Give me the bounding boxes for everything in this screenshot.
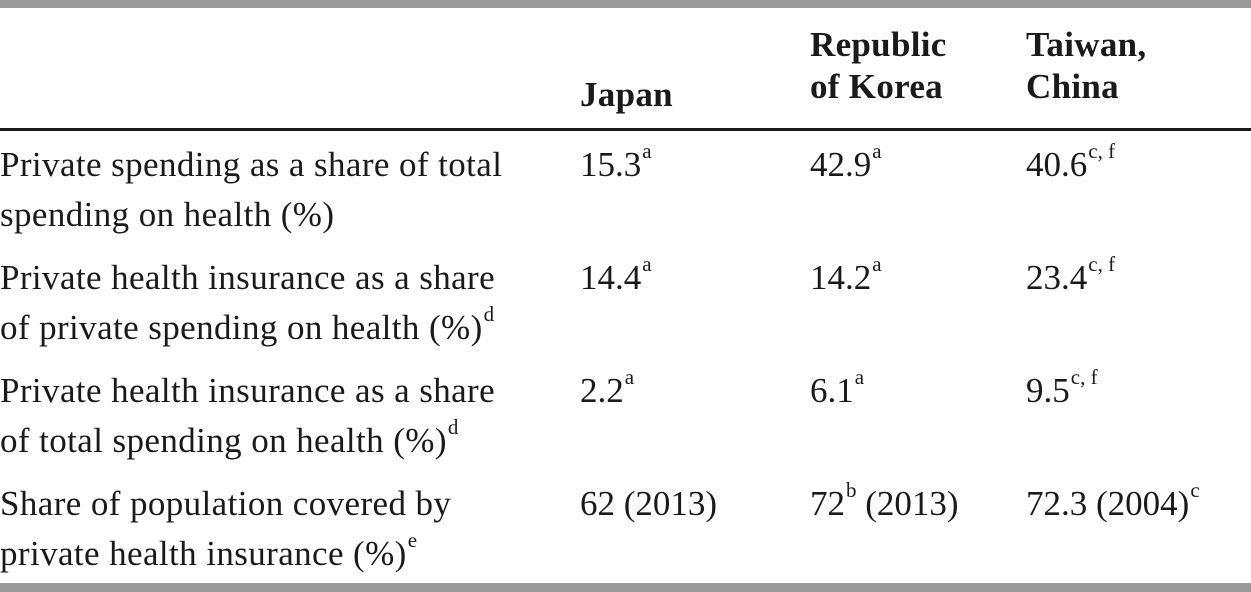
cell-japan: 62 (2013) xyxy=(580,479,718,529)
footnote-marker: e xyxy=(407,528,418,553)
cell-suffix: (2013) xyxy=(856,484,959,523)
column-header-korea: Republic of Korea xyxy=(810,24,947,108)
cell-value: 14.2 xyxy=(810,258,872,297)
row-label-text: spending on health (%) xyxy=(0,195,335,234)
row-label-text: of total spending on health (%) xyxy=(0,421,447,460)
cell-value: 14.4 xyxy=(580,258,642,297)
row-label-line: Private spending as a share of total xyxy=(0,145,503,184)
table-bottom-rule xyxy=(0,583,1251,592)
cell-value: 42.9 xyxy=(810,145,872,184)
footnote-marker: d xyxy=(447,415,459,440)
cell-value: 72 xyxy=(810,484,845,523)
row-label: Private spending as a share of total spe… xyxy=(0,140,560,240)
cell-value: 23.4 xyxy=(1026,258,1088,297)
row-label-line: of private spending on health (%)d xyxy=(0,303,560,353)
row-label-line: spending on health (%) xyxy=(0,190,560,240)
row-label-text: of private spending on health (%) xyxy=(0,308,483,347)
footnote-marker: c xyxy=(1190,478,1200,503)
table-row: Share of population covered by private h… xyxy=(0,479,1251,589)
row-label: Private health insurance as a share of t… xyxy=(0,366,560,466)
cell-value: 6.1 xyxy=(810,371,854,410)
row-label-line: Private health insurance as a share xyxy=(0,371,496,410)
table-row: Private health insurance as a share of t… xyxy=(0,366,1251,476)
row-label-line: of total spending on health (%)d xyxy=(0,416,560,466)
cell-taiwan: 72.3 (2004)c xyxy=(1026,479,1200,529)
footnote-marker: c, f xyxy=(1088,252,1116,277)
cell-value: 15.3 xyxy=(580,145,642,184)
cell-korea: 72b (2013) xyxy=(810,479,959,529)
footnote-marker: c, f xyxy=(1088,139,1116,164)
cell-japan: 14.4a xyxy=(580,253,652,303)
footnote-marker: d xyxy=(483,302,495,327)
cell-korea: 42.9a xyxy=(810,140,882,190)
table-row: Private spending as a share of total spe… xyxy=(0,140,1251,250)
footnote-marker: a xyxy=(872,252,882,277)
cell-taiwan: 40.6c, f xyxy=(1026,140,1115,190)
column-header-taiwan: Taiwan, China xyxy=(1026,24,1146,108)
header-line: Taiwan, xyxy=(1026,25,1147,64)
row-label: Share of population covered by private h… xyxy=(0,479,560,579)
footnote-marker: a xyxy=(854,365,865,390)
row-label-line: Share of population covered by xyxy=(0,484,452,523)
cell-value: 62 (2013) xyxy=(580,484,718,523)
table-row: Private health insurance as a share of p… xyxy=(0,253,1251,363)
header-line: Japan xyxy=(580,75,673,114)
header-line: of Korea xyxy=(810,67,943,106)
cell-value: 40.6 xyxy=(1026,145,1088,184)
cell-value: 9.5 xyxy=(1026,371,1070,410)
cell-japan: 2.2a xyxy=(580,366,634,416)
footnote-marker: a xyxy=(642,139,652,164)
cell-korea: 6.1a xyxy=(810,366,864,416)
row-label-line: Private health insurance as a share xyxy=(0,258,496,297)
footnote-marker: c, f xyxy=(1070,365,1098,390)
table-top-rule xyxy=(0,0,1251,8)
footnote-marker: b xyxy=(846,478,857,503)
cell-japan: 15.3a xyxy=(580,140,652,190)
cell-value: 2.2 xyxy=(580,371,624,410)
footnote-marker: a xyxy=(624,365,635,390)
cell-value: 72.3 (2004) xyxy=(1026,484,1190,523)
row-label-text: private health insurance (%) xyxy=(0,534,407,573)
column-header-japan: Japan xyxy=(580,74,673,116)
footnote-marker: a xyxy=(872,139,882,164)
row-label: Private health insurance as a share of p… xyxy=(0,253,560,353)
header-line: China xyxy=(1026,67,1119,106)
header-rule xyxy=(0,128,1251,131)
cell-korea: 14.2a xyxy=(810,253,882,303)
header-line: Republic xyxy=(810,25,947,64)
footnote-marker: a xyxy=(642,252,652,277)
cell-taiwan: 9.5c, f xyxy=(1026,366,1098,416)
cell-taiwan: 23.4c, f xyxy=(1026,253,1115,303)
row-label-line: private health insurance (%)e xyxy=(0,529,560,579)
